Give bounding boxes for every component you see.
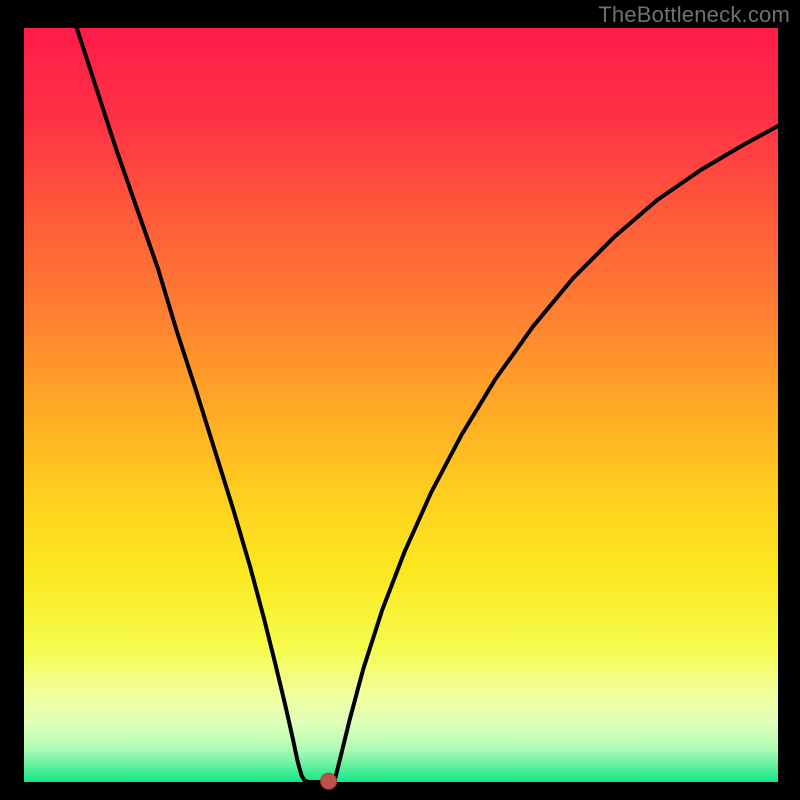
plot-background — [24, 28, 778, 782]
optimal-point-marker — [321, 773, 337, 789]
chart-canvas — [0, 0, 800, 800]
watermark-text: TheBottleneck.com — [598, 2, 790, 28]
